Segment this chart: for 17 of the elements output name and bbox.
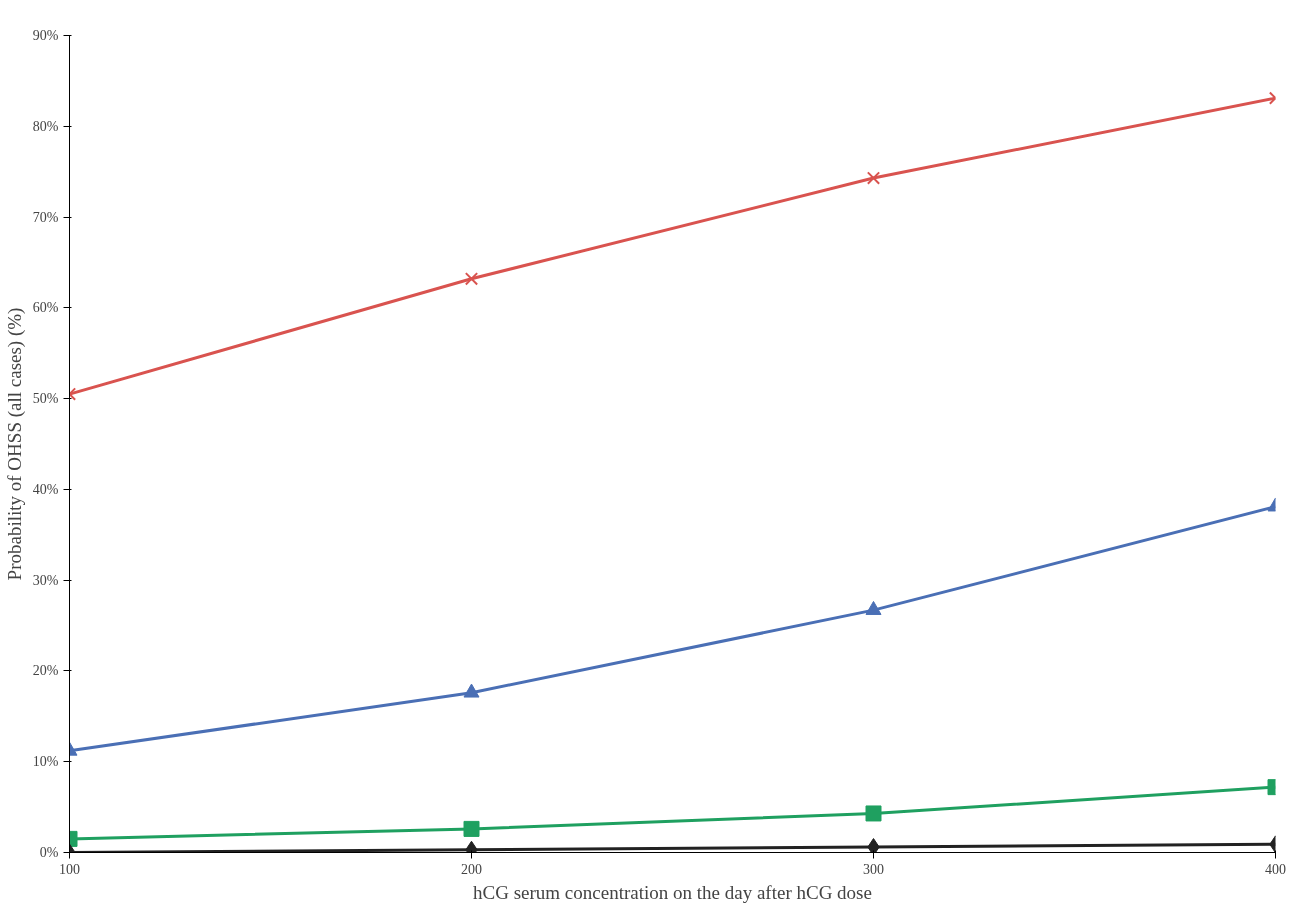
y-tick-label: 90% — [32, 28, 59, 43]
y-tick-label: 30% — [32, 572, 59, 588]
y-axis-title: Probability of OHSS (all cases) (%) — [3, 307, 26, 581]
y-tick-label: 70% — [32, 209, 59, 225]
y-tick-label: 10% — [32, 754, 59, 770]
x-tick-label: 200 — [461, 861, 482, 877]
y-tick-label: 50% — [32, 391, 59, 407]
x-tick-label: 100 — [59, 861, 80, 877]
x-axis-title: hCG serum concentration on the day after hCG dose — [473, 881, 872, 903]
y-tick-label: 0% — [39, 845, 59, 860]
y-tick-label: 80% — [32, 118, 59, 134]
y-tick-label: 60% — [32, 300, 59, 316]
x-tick-label: 300 — [863, 861, 884, 877]
x-tick-label: 400 — [1265, 861, 1286, 877]
y-tick-label: 20% — [32, 663, 59, 679]
point — [867, 838, 880, 853]
y-tick-label: 40% — [32, 481, 59, 497]
